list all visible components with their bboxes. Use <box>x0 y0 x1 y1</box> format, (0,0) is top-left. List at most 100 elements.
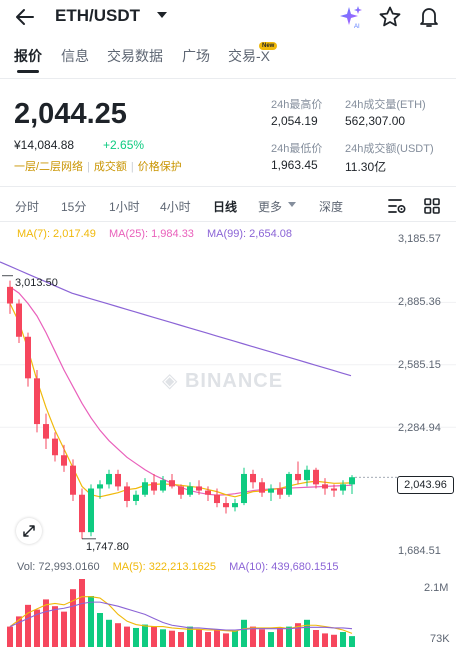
candle-body <box>232 503 238 508</box>
candle-body <box>34 378 40 425</box>
candle-body <box>295 473 301 481</box>
last-price: 2,044.25 <box>14 98 127 130</box>
indicator-settings-icon[interactable] <box>387 196 407 216</box>
interval-more[interactable]: 更多 <box>258 200 283 214</box>
tabs-divider <box>0 78 456 79</box>
candle-body <box>178 486 184 495</box>
star-icon[interactable] <box>378 5 402 29</box>
vol-eth-24h-value: 562,307.00 <box>345 114 406 128</box>
volume-bar <box>322 633 328 647</box>
volume-bar <box>34 609 40 647</box>
top-bar: ETH/USDT AI <box>0 0 456 34</box>
candle-body <box>205 490 211 495</box>
tag-links: 一层/二层网络 | 成交额 | 价格保护 <box>14 158 182 174</box>
candle-body <box>160 480 166 491</box>
volume-chart <box>7 579 355 647</box>
bell-icon[interactable] <box>417 5 441 29</box>
interval-15m[interactable]: 15分 <box>61 200 87 214</box>
volume-bar <box>259 629 265 647</box>
tab-square[interactable]: 广场 <box>182 48 210 64</box>
tag-layer-network[interactable]: 一层/二层网络 <box>14 161 84 173</box>
ma25-value: MA(25): 1,984.33 <box>108 228 194 240</box>
volume-ma10-line <box>9 601 353 631</box>
expand-chart-icon[interactable] <box>16 518 42 544</box>
candle-body <box>196 486 202 491</box>
volume-bar <box>205 632 211 647</box>
volume-ma5-line <box>9 596 353 634</box>
more-dropdown-icon[interactable] <box>288 202 296 207</box>
tab-info[interactable]: 信息 <box>61 48 89 64</box>
candle-body <box>259 482 265 493</box>
volume-bar <box>43 599 49 647</box>
volume-axis-top: 2.1M <box>424 582 449 594</box>
volume-bar <box>304 619 310 647</box>
interval-4h[interactable]: 4小时 <box>160 200 191 214</box>
active-tab-indicator <box>17 70 39 73</box>
volume-bar <box>79 579 85 647</box>
interval-1d[interactable]: 日线 <box>213 200 238 214</box>
depth-tab[interactable]: 深度 <box>319 200 344 214</box>
tag-turnover[interactable]: 成交额 <box>93 161 127 173</box>
candle-body <box>16 303 22 337</box>
volume-legend: Vol: 72,993.0160 MA(5): 322,213.1625 MA(… <box>17 561 349 573</box>
volume-axis-bottom: 73K <box>430 633 450 645</box>
candle-body <box>115 473 121 487</box>
candle-body <box>349 477 355 485</box>
ai-sparkle-icon[interactable]: AI <box>339 5 363 29</box>
ma7-line <box>9 303 353 498</box>
volume-bar <box>25 604 31 647</box>
candle-body <box>241 473 247 504</box>
volume-bar <box>313 630 319 647</box>
y-axis-label: 2,585.15 <box>398 359 441 371</box>
volume-bar <box>133 627 139 647</box>
low-24h-value: 1,963.45 <box>271 158 318 172</box>
candle-body <box>223 503 229 508</box>
y-axis-label: 3,185.57 <box>398 233 441 245</box>
volume-value: Vol: 72,993.0160 <box>17 561 100 573</box>
candle-body <box>187 486 193 495</box>
volume-bar <box>223 633 229 647</box>
volume-bar <box>196 629 202 647</box>
tab-quote[interactable]: 报价 <box>14 48 42 64</box>
candle-body <box>331 488 337 491</box>
y-axis-label: 1,684.51 <box>398 545 441 557</box>
low-marker-label: 1,747.80 <box>86 541 129 553</box>
tab-trading-data[interactable]: 交易数据 <box>107 48 163 64</box>
volume-bar <box>232 630 238 647</box>
candle-body <box>169 480 175 487</box>
volume-bar <box>16 616 22 647</box>
candle-body <box>70 465 76 495</box>
interval-line[interactable]: 分时 <box>15 200 40 214</box>
candle-body <box>79 494 85 533</box>
candle-body <box>52 438 58 456</box>
grid-layout-icon[interactable] <box>422 196 442 216</box>
interval-1h[interactable]: 1小时 <box>109 200 140 214</box>
candle-body <box>340 484 346 491</box>
volume-bar <box>115 623 121 647</box>
candle-body <box>250 473 256 483</box>
current-price-tag: 2,043.96 <box>397 476 454 494</box>
volume-bar <box>142 624 148 647</box>
candle-body <box>61 455 67 466</box>
candle-body <box>97 484 103 489</box>
tag-price-protection[interactable]: 价格保护 <box>137 161 182 173</box>
candlestick-chart[interactable] <box>0 222 456 557</box>
candle-body <box>151 482 157 491</box>
trading-pair-title[interactable]: ETH/USDT <box>55 6 140 25</box>
back-arrow-icon[interactable] <box>14 6 36 28</box>
vol-usdt-24h-value: 11.30亿 <box>345 160 387 174</box>
vol-usdt-24h-label: 24h成交额(USDT) <box>345 143 434 155</box>
candle-body <box>313 469 319 485</box>
price-change-percent: +2.65% <box>103 138 145 152</box>
tab-trade-x[interactable]: 交易-X <box>228 48 270 64</box>
tag-separator: | <box>87 161 90 173</box>
pair-dropdown-icon[interactable] <box>157 12 167 18</box>
candle-body <box>142 482 148 495</box>
new-badge: New <box>259 42 278 50</box>
volume-bar <box>178 632 184 647</box>
candle-body <box>304 469 310 481</box>
volume-bar <box>61 611 67 647</box>
candle-body <box>268 488 274 493</box>
low-24h-label: 24h最低价 <box>271 143 323 155</box>
tag-separator: | <box>130 161 134 173</box>
